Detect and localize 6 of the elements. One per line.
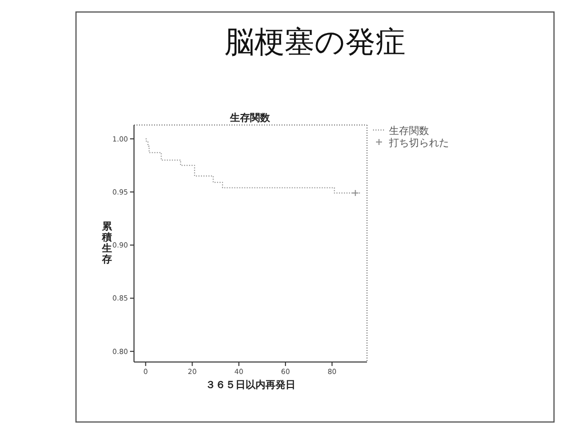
y-axis-title: 累積生存: [101, 220, 113, 266]
chart-title: 脳梗塞の発症: [224, 25, 406, 60]
legend-label: 生存関数: [389, 125, 429, 137]
legend-label: 打ち切られた: [388, 137, 449, 149]
x-axis-title: ３６５日以内再発日: [206, 379, 296, 391]
chart-subtitle: 生存関数: [229, 112, 271, 124]
